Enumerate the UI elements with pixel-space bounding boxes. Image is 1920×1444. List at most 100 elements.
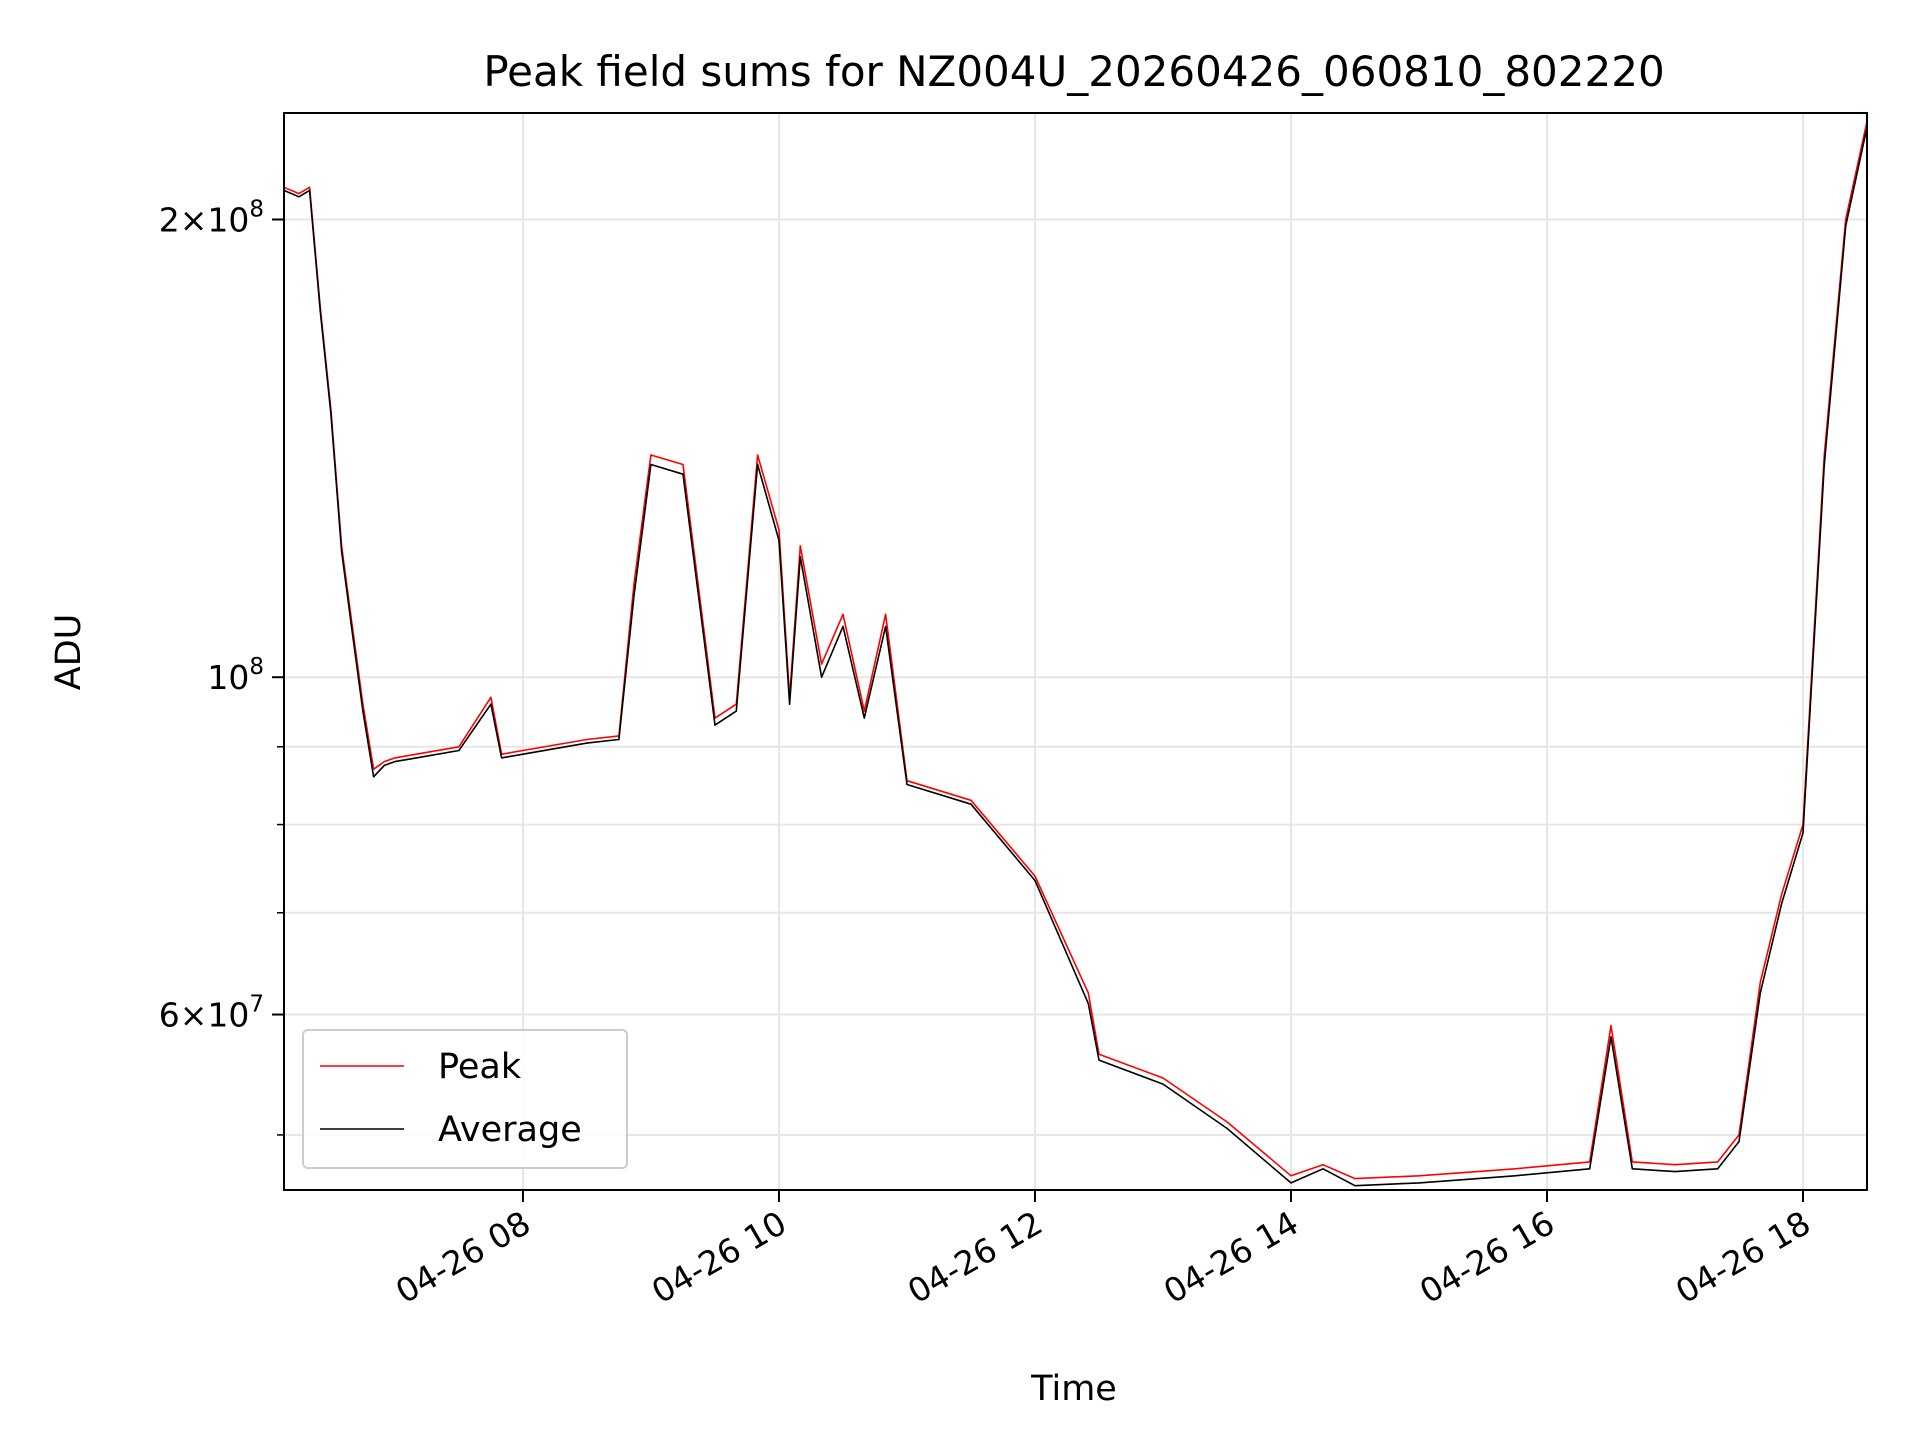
data-point-peak xyxy=(1674,1164,1676,1166)
data-point-average xyxy=(618,738,620,741)
data-point-average xyxy=(458,749,460,752)
series-layer xyxy=(283,120,1868,1187)
data-point-peak xyxy=(298,193,300,195)
data-point-average xyxy=(1418,1182,1420,1184)
data-point-average xyxy=(1674,1171,1676,1173)
data-point-average xyxy=(1514,1175,1516,1177)
data-point-peak xyxy=(1717,1161,1719,1163)
data-point-average xyxy=(1845,225,1847,227)
y-tick-exponent: 8 xyxy=(249,196,264,222)
data-point-average xyxy=(885,625,887,628)
data-point-peak xyxy=(757,454,759,456)
data-point-average xyxy=(1162,1083,1164,1085)
data-point-average xyxy=(906,783,908,786)
data-point-average xyxy=(714,724,716,726)
y-tick-exponent: 7 xyxy=(249,992,264,1018)
data-point-average xyxy=(1098,1059,1100,1061)
data-point-peak xyxy=(490,696,492,698)
data-point-average xyxy=(863,717,865,719)
data-point-peak xyxy=(394,757,396,759)
data-point-average xyxy=(1034,879,1036,882)
y-tick-label: 2×108 xyxy=(159,196,264,239)
data-point-average xyxy=(1823,463,1825,466)
data-point-average xyxy=(789,703,791,705)
data-point-average xyxy=(1226,1127,1228,1129)
data-point-average xyxy=(1354,1185,1356,1187)
data-point-peak xyxy=(1322,1164,1324,1166)
data-point-average xyxy=(1610,1036,1612,1038)
plot-frame xyxy=(283,112,1868,1191)
data-point-peak xyxy=(970,799,972,801)
x-axis-label: Time xyxy=(1030,1369,1117,1409)
data-point-peak xyxy=(863,710,865,712)
y-tick-base: 2×10 xyxy=(159,200,250,239)
data-point-peak xyxy=(586,738,588,741)
y-tick-label: 6×107 xyxy=(159,992,264,1035)
data-point-average xyxy=(1717,1168,1719,1170)
data-point-peak xyxy=(1781,893,1783,895)
data-point-peak xyxy=(1610,1025,1612,1027)
data-point-average xyxy=(490,703,492,705)
data-point-average xyxy=(778,539,780,542)
data-point-average xyxy=(1802,832,1804,834)
data-point-average xyxy=(362,710,364,712)
legend-box xyxy=(302,1029,628,1169)
data-point-average xyxy=(1781,902,1783,905)
data-point-average xyxy=(415,757,417,759)
data-point-average xyxy=(1738,1141,1740,1143)
data-point-peak xyxy=(1354,1178,1356,1180)
data-point-peak xyxy=(1514,1168,1516,1170)
data-point-peak xyxy=(458,746,460,748)
data-point-average xyxy=(1087,1003,1089,1005)
y-tick-base: 10 xyxy=(207,658,249,697)
data-point-peak xyxy=(1418,1175,1420,1177)
data-point-average xyxy=(799,556,801,558)
data-point-average xyxy=(1759,992,1761,994)
data-point-average xyxy=(522,753,524,755)
data-point-peak xyxy=(309,186,311,188)
data-point-average xyxy=(394,761,396,763)
data-point-average xyxy=(821,676,823,678)
data-point-peak xyxy=(1759,981,1761,983)
y-axis-label: ADU xyxy=(49,614,89,691)
data-point-average xyxy=(1589,1168,1591,1170)
data-point-average xyxy=(383,764,385,767)
data-point-average xyxy=(757,463,759,466)
grid-layer xyxy=(284,113,1867,1190)
data-point-average xyxy=(1290,1182,1292,1184)
data-point-peak xyxy=(633,584,635,586)
data-point-average xyxy=(330,413,332,415)
chart-title: Peak field sums for NZ004U_20260426_0608… xyxy=(483,47,1664,96)
data-point-peak xyxy=(682,463,684,466)
data-point-average xyxy=(373,776,375,778)
data-point-average xyxy=(842,625,844,628)
data-point-peak xyxy=(1290,1175,1292,1177)
data-point-average xyxy=(309,189,311,191)
data-point-average xyxy=(1631,1168,1633,1170)
data-point-average xyxy=(650,463,652,466)
data-point-average xyxy=(970,803,972,805)
data-point-peak xyxy=(1034,875,1036,877)
data-point-peak xyxy=(1845,218,1847,221)
data-point-average xyxy=(319,310,321,313)
legend-label-average: Average xyxy=(438,1110,582,1150)
data-point-peak xyxy=(1087,992,1089,994)
data-point-peak xyxy=(842,613,844,615)
legend-label-peak: Peak xyxy=(438,1047,522,1087)
data-point-average xyxy=(682,473,684,475)
data-point-peak xyxy=(383,761,385,763)
data-point-average xyxy=(1322,1168,1324,1170)
data-point-peak xyxy=(821,663,823,665)
legend: Peak Average xyxy=(302,1029,628,1169)
y-tick-base: 6×10 xyxy=(159,996,250,1035)
y-tick-label: 108 xyxy=(207,654,264,697)
data-point-average xyxy=(501,757,503,759)
data-point-average xyxy=(341,550,343,552)
data-point-peak xyxy=(650,454,652,456)
data-point-peak xyxy=(373,768,375,770)
data-point-peak xyxy=(885,613,887,615)
data-point-peak xyxy=(522,749,524,752)
data-point-average xyxy=(735,710,737,712)
